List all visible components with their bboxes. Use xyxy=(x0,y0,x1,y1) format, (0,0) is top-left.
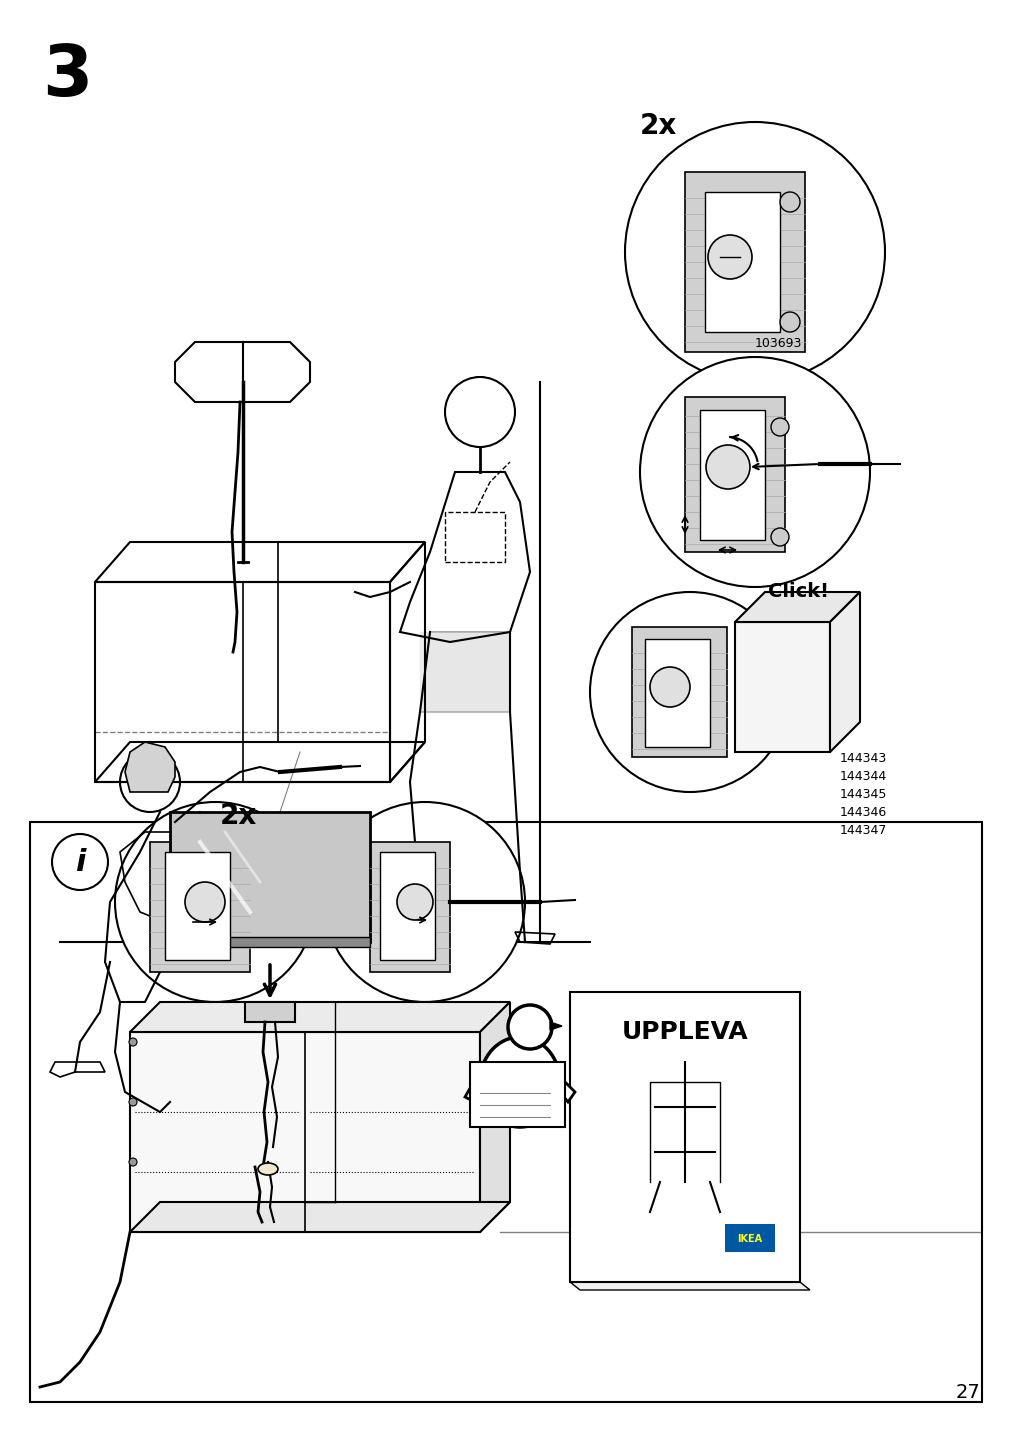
Bar xyxy=(632,627,726,758)
Polygon shape xyxy=(420,632,510,712)
Circle shape xyxy=(508,1005,551,1050)
Bar xyxy=(379,852,435,959)
Circle shape xyxy=(115,802,314,1002)
Text: 103693: 103693 xyxy=(754,337,802,349)
Text: IKEA: IKEA xyxy=(737,1234,762,1244)
Circle shape xyxy=(770,418,789,435)
Circle shape xyxy=(589,591,790,792)
Bar xyxy=(445,513,504,561)
Bar xyxy=(705,192,779,332)
Polygon shape xyxy=(479,1002,510,1232)
Circle shape xyxy=(779,312,800,332)
Text: 27: 27 xyxy=(954,1383,979,1402)
Bar xyxy=(724,1224,774,1252)
Text: 2x: 2x xyxy=(219,802,257,831)
Bar xyxy=(165,852,229,959)
Circle shape xyxy=(708,235,751,279)
Text: UPPLEVA: UPPLEVA xyxy=(621,1020,747,1044)
Bar xyxy=(469,1063,564,1127)
Text: 3: 3 xyxy=(42,42,92,112)
Bar xyxy=(170,937,370,947)
Bar xyxy=(245,1002,295,1022)
Circle shape xyxy=(649,667,690,707)
Bar xyxy=(569,992,800,1282)
Polygon shape xyxy=(734,621,829,752)
Bar xyxy=(370,842,450,972)
Polygon shape xyxy=(129,1002,510,1032)
Bar xyxy=(644,639,710,748)
Circle shape xyxy=(639,357,869,587)
Bar xyxy=(684,397,785,551)
Circle shape xyxy=(625,122,885,382)
Text: 144347: 144347 xyxy=(839,823,887,836)
Text: 144346: 144346 xyxy=(839,806,887,819)
Ellipse shape xyxy=(479,1037,559,1127)
Circle shape xyxy=(128,1038,136,1045)
Text: i: i xyxy=(75,848,85,876)
Text: 144345: 144345 xyxy=(839,788,887,800)
Bar xyxy=(150,842,250,972)
Bar xyxy=(700,410,764,540)
Ellipse shape xyxy=(258,1163,278,1176)
Circle shape xyxy=(185,882,224,922)
Circle shape xyxy=(706,445,749,488)
Text: Click!: Click! xyxy=(767,581,828,601)
Bar xyxy=(170,812,370,942)
Circle shape xyxy=(779,192,800,212)
Text: 144343: 144343 xyxy=(839,752,887,765)
Polygon shape xyxy=(129,1201,510,1232)
Bar xyxy=(684,172,804,352)
Polygon shape xyxy=(548,1073,574,1103)
Polygon shape xyxy=(549,1022,561,1030)
FancyBboxPatch shape xyxy=(30,822,981,1402)
Circle shape xyxy=(128,1098,136,1106)
Polygon shape xyxy=(125,742,175,792)
Polygon shape xyxy=(734,591,859,621)
Text: 144344: 144344 xyxy=(839,770,887,783)
Polygon shape xyxy=(129,1032,479,1232)
Circle shape xyxy=(770,528,789,546)
Polygon shape xyxy=(829,591,859,752)
Circle shape xyxy=(396,884,433,919)
Text: 2x: 2x xyxy=(639,112,676,140)
Circle shape xyxy=(325,802,525,1002)
Polygon shape xyxy=(464,1063,494,1103)
Polygon shape xyxy=(569,1282,809,1290)
Circle shape xyxy=(128,1158,136,1166)
